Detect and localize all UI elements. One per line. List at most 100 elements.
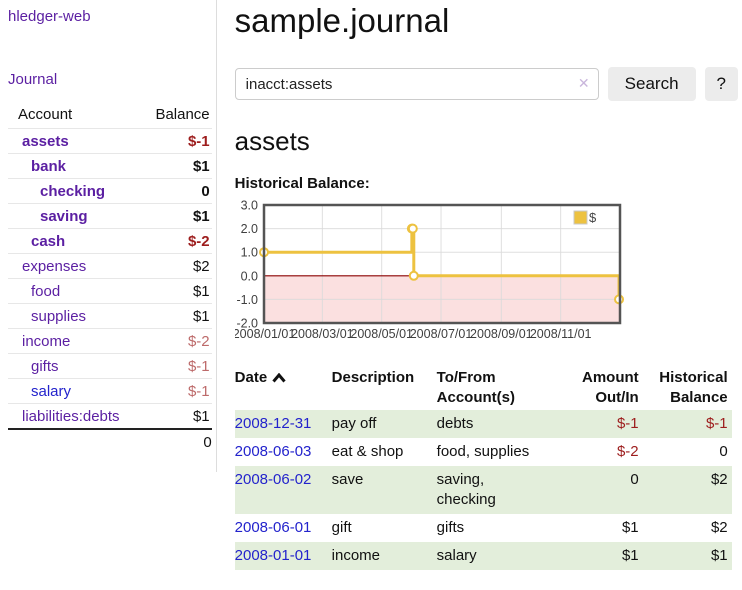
svg-text:3.0: 3.0 (240, 200, 257, 213)
svg-text:-2.0: -2.0 (236, 317, 258, 331)
register-row: 2008-01-01 income salary $1 $1 (234, 541, 732, 570)
account-row: food $1 (8, 278, 212, 304)
register-balance-cell: $2 (710, 518, 728, 536)
register-column-header[interactable]: Date (235, 366, 332, 410)
search-box: ✕ (234, 68, 599, 100)
account-balance: $-1 (143, 353, 212, 379)
register-row: 2008-06-01 gift gifts $1 $2 (235, 514, 732, 542)
accounts-header-row: Account Balance (8, 104, 212, 129)
account-balance: $1 (143, 403, 212, 429)
svg-text:2008/09/01: 2008/09/01 (470, 327, 533, 341)
register-balance-cell: $2 (710, 470, 728, 488)
register-table: Date Description To/From Account(s) Amount … (234, 366, 732, 570)
register-column-header: Historical Balance (659, 369, 728, 406)
register-description-cell: pay off (331, 414, 377, 432)
accounts-header-account: Account (18, 106, 73, 123)
account-balance: $-1 (143, 378, 212, 404)
transaction-date-link[interactable]: 2008-12-31 (234, 414, 312, 432)
account-balance: $-2 (143, 328, 212, 354)
account-link[interactable]: supplies (31, 308, 87, 325)
account-row: gifts $-1 (8, 353, 212, 379)
account-name-cell: salary (8, 378, 144, 404)
page-title: sample.journal (234, 2, 450, 39)
account-link[interactable]: saving (40, 208, 88, 225)
register-row: 2008-12-31 pay off debts $-1 $-1 (234, 409, 732, 438)
account-name-cell: assets (8, 128, 144, 154)
account-balance: $1 (143, 303, 212, 329)
account-balance: $-2 (143, 228, 212, 254)
account-row: income $-2 (8, 328, 212, 354)
svg-text:-1.0: -1.0 (236, 293, 258, 307)
register-description-cell: income (331, 546, 381, 564)
accounts-tbody: assets $-1 bank $1 checking 0 saving $1 cash $-2 e… (8, 128, 212, 429)
svg-text:2008/07/01: 2008/07/01 (409, 327, 472, 341)
account-link[interactable]: expenses (22, 258, 87, 275)
sidebar: hledger-web Journal Account Balance asse… (0, 0, 217, 472)
svg-text:0.0: 0.0 (240, 269, 257, 283)
accounts-header-balance: Balance (155, 106, 210, 123)
svg-text:$: $ (589, 210, 597, 225)
account-name-cell: income (8, 328, 144, 354)
register-balance-cell: $-1 (705, 414, 728, 432)
transaction-date-link[interactable]: 2008-06-01 (234, 518, 312, 536)
historical-balance-chart: 3.0 2.0 1.0 0.0 -1.0 -2.0 2008/01/01 2008/03/01… (232, 199, 738, 346)
account-row: bank $1 (8, 153, 212, 179)
account-link[interactable]: gifts (31, 358, 59, 375)
transaction-date-link[interactable]: 2008-06-02 (234, 470, 312, 488)
account-link[interactable]: income (22, 333, 71, 350)
help-button[interactable]: ? (704, 67, 738, 101)
accounts-total-row: 0 (8, 428, 212, 454)
account-balance: $1 (143, 203, 212, 229)
account-link[interactable]: assets (22, 133, 69, 150)
account-row: supplies $1 (8, 303, 212, 329)
account-link[interactable]: checking (40, 183, 106, 200)
account-name-cell: expenses (8, 253, 144, 279)
svg-text:2.0: 2.0 (240, 222, 257, 236)
account-link[interactable]: food (31, 283, 61, 300)
transaction-date-link[interactable]: 2008-06-03 (234, 442, 312, 460)
register-amount-cell: 0 (630, 470, 639, 488)
search-input[interactable] (234, 68, 599, 100)
account-link[interactable]: cash (31, 233, 66, 250)
account-balance: 0 (143, 178, 212, 204)
search-row: ✕ Search ? (234, 67, 738, 101)
register-description-cell: eat & shop (331, 442, 404, 460)
register-column-header: Amount Out/In (582, 369, 639, 406)
register-date-cell: 2008-01-01 (235, 542, 332, 570)
journal-link[interactable]: Journal (8, 71, 58, 88)
register-amount-cell: $-2 (616, 442, 639, 460)
account-name-cell: cash (8, 228, 144, 254)
search-button[interactable]: Search (607, 67, 696, 101)
register-row: 2008-06-03 eat & shop food, supplies $-2 0 (235, 438, 732, 466)
chart-section-label: Historical Balance: (234, 175, 370, 192)
account-link[interactable]: bank (31, 158, 67, 175)
account-balance: $-1 (143, 128, 212, 154)
register-column-header: To/From Account(s) (436, 369, 515, 406)
account-balance: $2 (143, 253, 212, 279)
historical-balance-chart-svg: 3.0 2.0 1.0 0.0 -1.0 -2.02008/01/012008/03/01… (232, 199, 624, 341)
account-balance: $1 (143, 153, 212, 179)
account-row: cash $-2 (8, 228, 212, 254)
svg-text:2008/01/01: 2008/01/01 (235, 327, 295, 341)
account-name-cell: food (8, 278, 144, 304)
register-accounts-cell: salary (436, 546, 477, 564)
clear-search-icon[interactable]: ✕ (577, 75, 590, 91)
account-row: checking 0 (8, 178, 212, 204)
account-row: salary $-1 (8, 378, 212, 404)
account-link[interactable]: liabilities:debts (22, 408, 120, 425)
register-balance-cell: 0 (719, 442, 728, 460)
register-date-cell: 2008-12-31 (235, 410, 332, 438)
register-accounts-cell: gifts (436, 518, 465, 536)
account-name-cell: checking (8, 178, 144, 204)
account-link[interactable]: salary (31, 383, 72, 400)
app-title-link[interactable]: hledger-web (8, 8, 91, 25)
register-amount-cell: $1 (621, 518, 639, 536)
transaction-date-link[interactable]: 2008-01-01 (234, 546, 312, 564)
register-date-cell: 2008-06-03 (235, 438, 332, 466)
register-date-cell: 2008-06-01 (235, 514, 332, 542)
account-row: saving $1 (8, 203, 212, 229)
register-accounts-cell: debts (436, 414, 474, 432)
register-amount-cell: $1 (621, 546, 639, 564)
register-date-cell: 2008-06-02 (235, 466, 332, 514)
